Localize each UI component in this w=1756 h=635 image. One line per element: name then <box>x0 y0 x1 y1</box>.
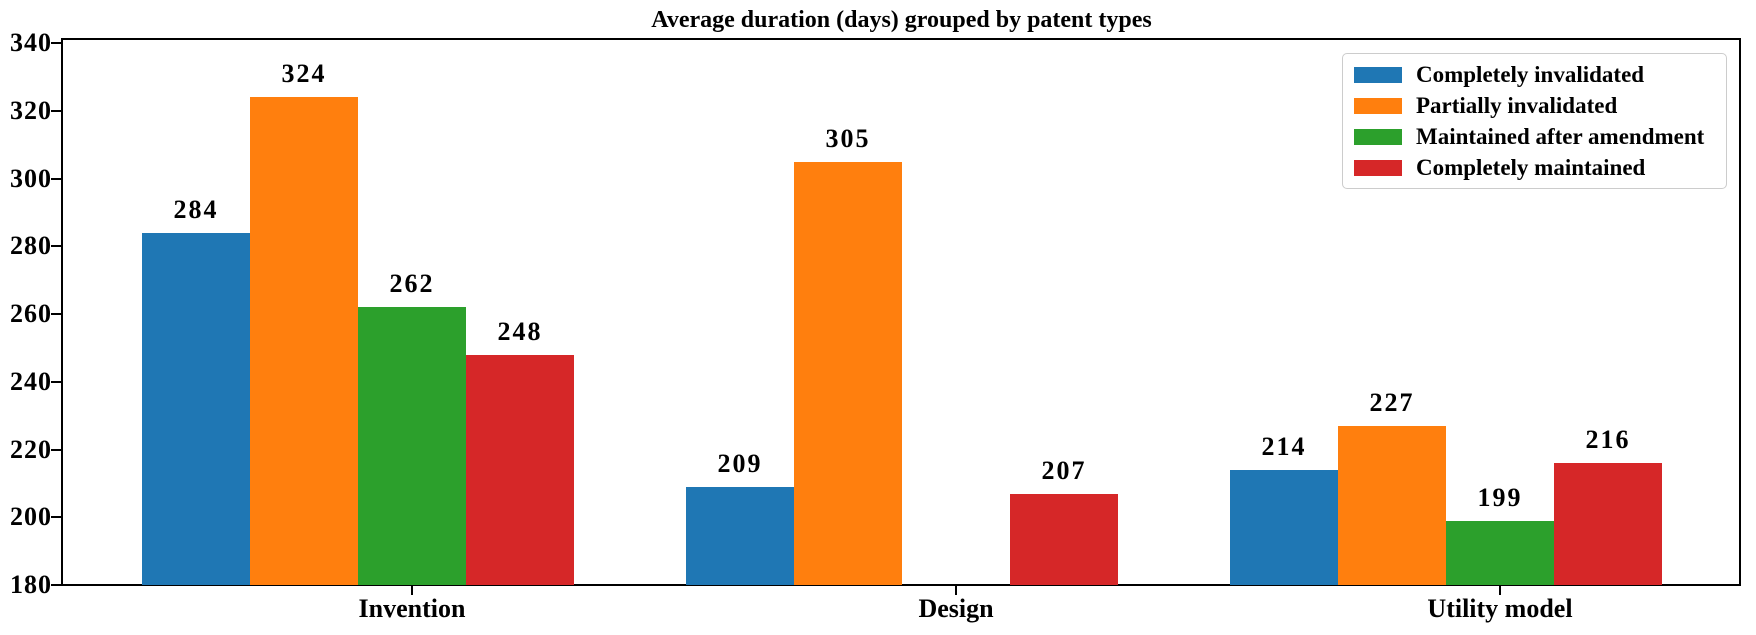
chart-title: Average duration (days) grouped by paten… <box>651 7 1152 33</box>
bar-value-label: 214 <box>1261 431 1307 461</box>
x-tick-label: Invention <box>358 594 466 623</box>
bar-completely-maintained-utility-model <box>1554 463 1662 585</box>
legend-swatch-maintained-after-amendment <box>1354 128 1402 145</box>
bar-value-label: 284 <box>173 194 219 224</box>
bar-maintained-after-amendment-invention <box>358 307 466 585</box>
bar-value-label: 207 <box>1041 455 1087 485</box>
bar-completely-invalidated-design <box>686 486 794 585</box>
y-tick-mark <box>51 109 61 112</box>
bar-value-label: 227 <box>1369 387 1415 417</box>
bar-completely-maintained-invention <box>466 354 574 585</box>
bar-value-label: 199 <box>1477 482 1523 512</box>
y-tick-mark <box>51 380 61 383</box>
x-tick-mark <box>955 586 957 595</box>
y-tick-mark <box>51 448 61 451</box>
y-tick-label: 280 <box>10 231 52 261</box>
y-tick-mark <box>51 516 61 519</box>
x-tick-label: Utility model <box>1427 594 1573 623</box>
y-tick-label: 320 <box>10 95 52 125</box>
bar-value-label: 305 <box>825 123 871 153</box>
spine-left <box>61 38 63 586</box>
y-tick-mark <box>51 584 61 586</box>
bar-completely-invalidated-invention <box>142 232 250 585</box>
y-tick-label: 180 <box>10 570 52 599</box>
legend-label: Maintained after amendment <box>1416 123 1705 149</box>
y-tick-mark <box>51 313 61 315</box>
x-tick-mark <box>1499 586 1501 595</box>
y-tick-label: 220 <box>10 434 52 464</box>
spine-right <box>1739 38 1741 586</box>
legend-label: Completely invalidated <box>1416 61 1645 87</box>
legend-label: Completely maintained <box>1416 154 1646 180</box>
spine-bottom <box>61 584 1740 586</box>
x-tick-label: Design <box>918 594 994 623</box>
y-tick-label: 240 <box>10 366 52 396</box>
bar-partially-invalidated-utility-model <box>1338 425 1446 585</box>
x-tick-mark <box>411 586 413 595</box>
bar-value-label: 324 <box>281 59 327 89</box>
legend-swatch-partially-invalidated <box>1354 97 1402 114</box>
y-tick-label: 340 <box>10 28 52 57</box>
bar-partially-invalidated-design <box>794 161 902 585</box>
y-tick-mark <box>51 177 61 180</box>
y-tick-label: 260 <box>10 299 52 328</box>
legend-row: Maintained after amendment <box>1343 121 1726 152</box>
bar-partially-invalidated-invention <box>250 97 358 585</box>
legend-row: Completely maintained <box>1343 152 1726 183</box>
bar-maintained-after-amendment-utility-model <box>1446 520 1554 585</box>
legend-label: Partially invalidated <box>1416 92 1618 118</box>
bar-value-label: 209 <box>717 448 763 478</box>
legend: Completely invalidated Partially invalida… <box>1342 53 1727 189</box>
legend-row: Completely invalidated <box>1343 59 1726 90</box>
bar-value-label: 216 <box>1585 425 1631 455</box>
bar-completely-maintained-design <box>1010 493 1118 585</box>
legend-swatch-completely-maintained <box>1354 159 1402 176</box>
bar-value-label: 262 <box>389 269 435 299</box>
legend-swatch-completely-invalidated <box>1354 66 1402 83</box>
bar-completely-invalidated-utility-model <box>1230 469 1338 585</box>
y-tick-label: 300 <box>10 163 52 193</box>
y-tick-label: 200 <box>10 502 52 532</box>
bar-value-label: 248 <box>497 316 543 346</box>
spine-top <box>61 38 1740 40</box>
y-tick-mark <box>51 245 61 248</box>
y-tick-mark <box>51 42 61 44</box>
legend-row: Partially invalidated <box>1343 90 1726 121</box>
